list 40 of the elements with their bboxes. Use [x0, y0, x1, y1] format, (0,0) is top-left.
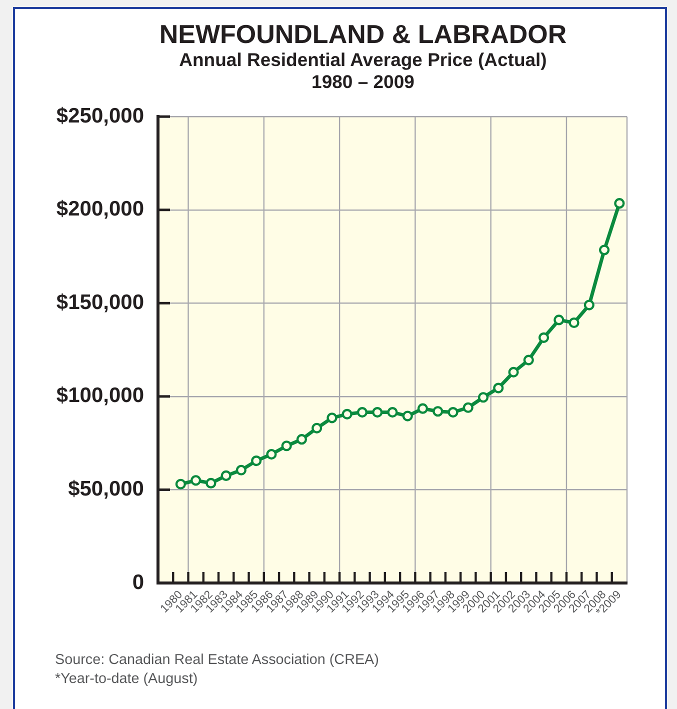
point [402, 410, 413, 422]
point [568, 317, 580, 328]
point [356, 407, 368, 418]
point [220, 470, 232, 482]
point [584, 300, 594, 310]
point [493, 382, 504, 394]
y-tick-label: $150,000 [56, 290, 144, 314]
point [206, 478, 216, 488]
point [251, 456, 262, 466]
point [478, 392, 489, 403]
point [508, 366, 519, 378]
point [554, 314, 564, 326]
point [462, 402, 474, 413]
point [523, 354, 534, 366]
point [236, 464, 247, 476]
point [342, 408, 352, 420]
text: *Year-to-date (August) [55, 671, 198, 687]
source-note: Source: Canadian Real Estate Association (CREA) [55, 652, 379, 668]
point [387, 407, 398, 418]
y-tick-label: $100,000 [56, 384, 144, 408]
point [266, 448, 277, 460]
point [417, 403, 428, 414]
y-tick-label: $50,000 [68, 478, 144, 501]
point [175, 478, 186, 490]
y-tick-label: 0 [132, 570, 144, 594]
chart-title: NEWFOUNDLAND & LABRADOR [159, 19, 567, 49]
point [326, 412, 338, 424]
point [432, 406, 444, 417]
chart-subtitle: Annual Residential Average Price (Actual) 1980 – 2009 [179, 49, 547, 92]
point [281, 440, 292, 452]
point [448, 407, 458, 418]
point [599, 244, 610, 256]
point [614, 198, 625, 209]
point [372, 407, 383, 418]
y-tick-label: $200,000 [56, 198, 144, 221]
point [296, 434, 308, 445]
y-tick-label: $250,000 [56, 104, 144, 128]
point [538, 332, 550, 343]
point [190, 475, 202, 486]
point [312, 422, 322, 434]
